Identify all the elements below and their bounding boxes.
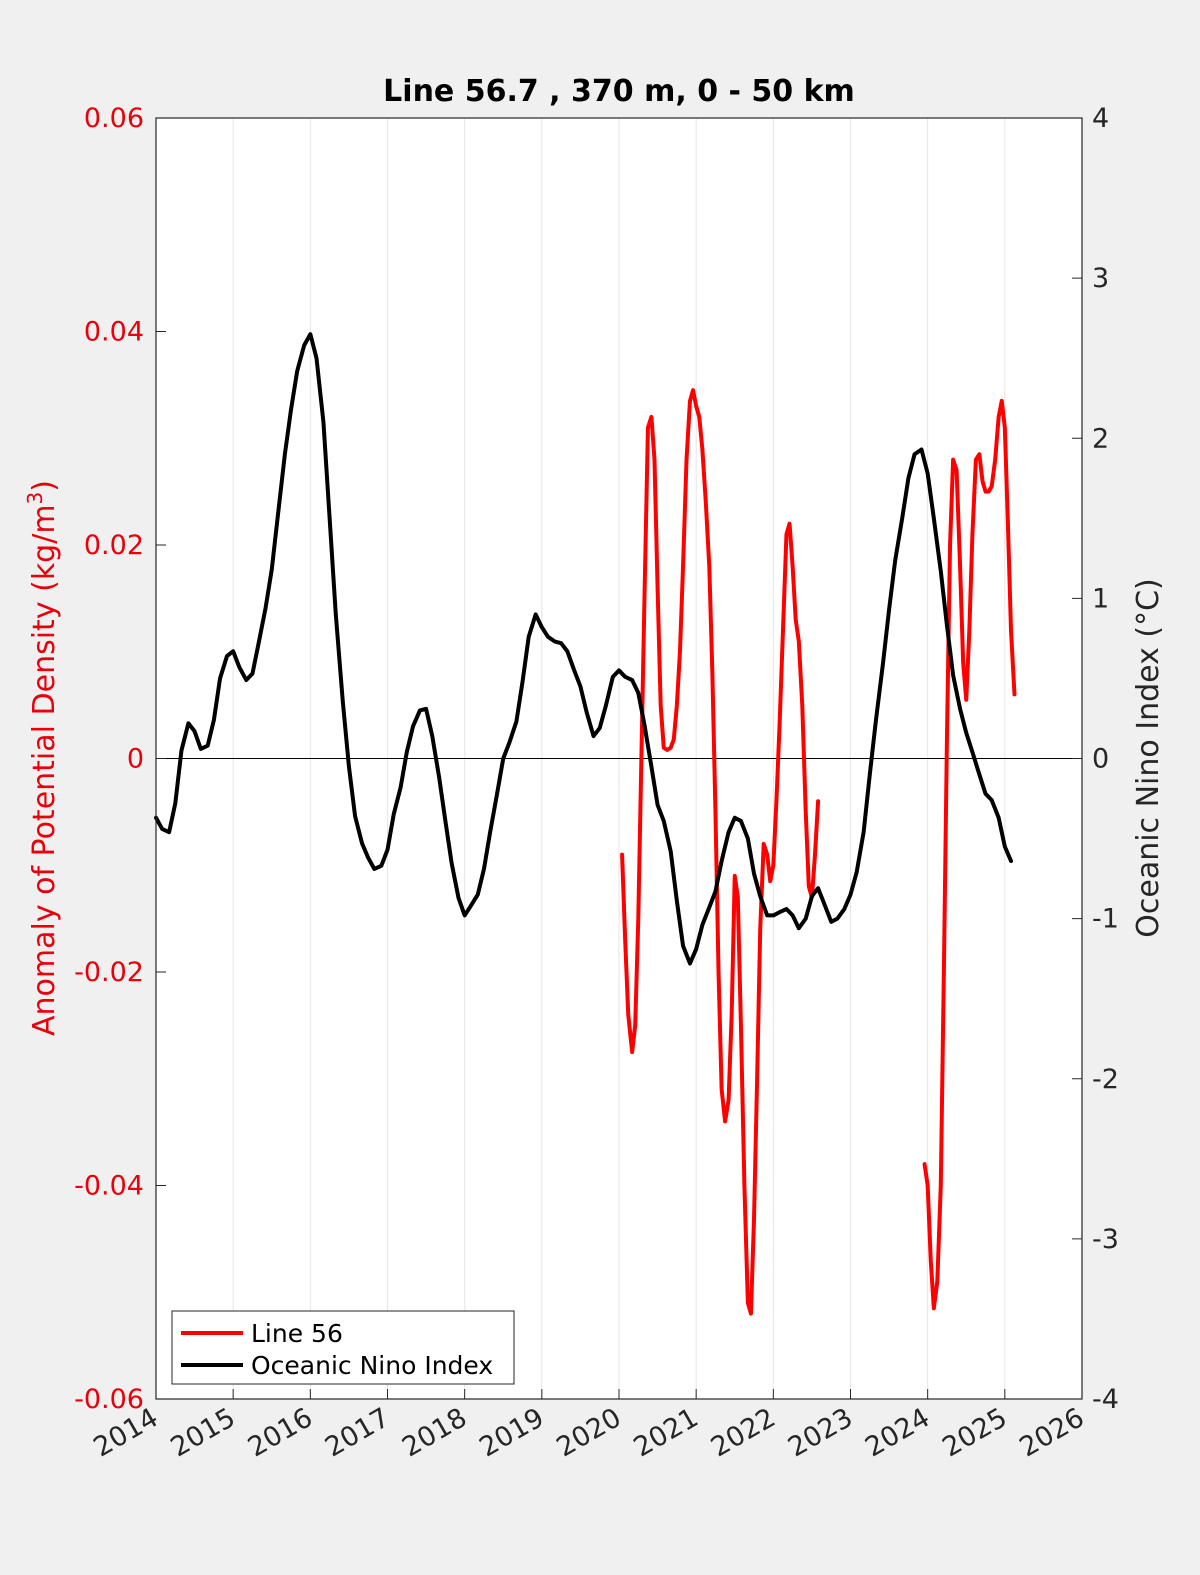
line56-series-segment-1 — [620, 388, 821, 1316]
series-layer — [154, 332, 1017, 1316]
y-left-tick-label: -0.06 — [74, 1384, 144, 1415]
x-tick-label: 2016 — [243, 1402, 318, 1463]
y-right-tick-label: -2 — [1092, 1064, 1119, 1095]
y-right-tick-label: 2 — [1092, 423, 1109, 454]
y-left-tick-label: -0.02 — [74, 957, 144, 988]
x-tick-label: 2024 — [860, 1402, 935, 1463]
y-left-tick-label: 0.06 — [84, 103, 144, 134]
x-tick-label: 2022 — [706, 1402, 781, 1463]
oni-series-segment-1 — [154, 332, 1014, 966]
x-tick-label: 2026 — [1014, 1402, 1089, 1463]
y-left-tick-label: -0.04 — [74, 1171, 144, 1202]
x-tick-label: 2020 — [551, 1402, 626, 1463]
y-left-axis-label-close: ) — [27, 480, 62, 492]
y-left-tick-label: 0.04 — [84, 317, 144, 348]
y-right-tick-label: 0 — [1092, 744, 1109, 775]
y-left-axis-label-text: Anomaly of Potential Density (kg/m — [27, 504, 62, 1036]
y-left-axis-label-sup: 3 — [23, 492, 47, 505]
y-right-tick-label: 4 — [1092, 103, 1109, 134]
y-right-tick-label: -4 — [1092, 1384, 1119, 1415]
y-left-axis-label: Anomaly of Potential Density (kg/m3) — [23, 480, 62, 1036]
y-left-tick-label: 0.02 — [84, 530, 144, 561]
legend-label-oni: Oceanic Nino Index — [251, 1351, 493, 1380]
x-tick-label: 2018 — [397, 1402, 472, 1463]
legend: Line 56 Oceanic Nino Index — [171, 1310, 515, 1385]
y-right-tick-label: 3 — [1092, 263, 1109, 294]
chart-title: Line 56.7 , 370 m, 0 - 50 km — [383, 74, 855, 109]
legend-label-line56: Line 56 — [251, 1319, 343, 1348]
x-tick-label: 2025 — [937, 1402, 1012, 1463]
x-tick-label: 2019 — [474, 1402, 549, 1463]
legend-box — [171, 1310, 515, 1385]
y-right-tick-label: -1 — [1092, 904, 1119, 935]
line56-series-segment-2 — [922, 398, 1017, 1311]
x-tick-label: 2023 — [783, 1402, 858, 1463]
y-right-tick-label: -3 — [1092, 1224, 1119, 1255]
x-tick-label: 2015 — [166, 1402, 241, 1463]
x-tick-label: 2017 — [320, 1402, 395, 1463]
y-right-axis-label: Oceanic Nino Index (°C) — [1131, 578, 1166, 938]
x-tick-label: 2021 — [629, 1402, 704, 1463]
y-right-tick-label: 1 — [1092, 583, 1109, 614]
y-left-tick-label: 0 — [127, 744, 144, 775]
